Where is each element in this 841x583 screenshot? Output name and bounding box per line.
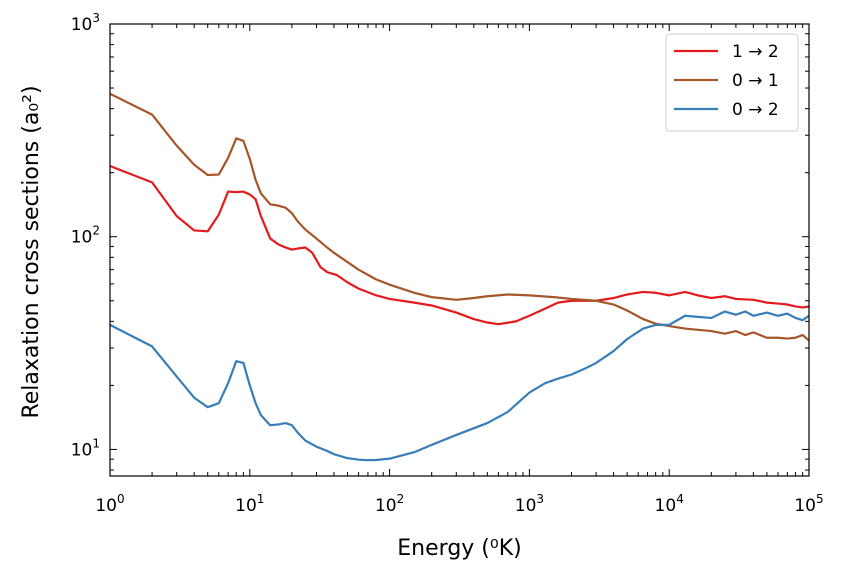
- series-line-1: [110, 164, 809, 326]
- ticks-layer: [109, 23, 810, 476]
- legend-box: [665, 33, 799, 132]
- y-tick-label: 103: [71, 11, 100, 35]
- x-tick-label: 105: [794, 492, 823, 516]
- legend-label-2: 0 → 1: [732, 71, 779, 91]
- tick-labels-layer: 100 101 102 103 104 105 101 102 103: [71, 11, 824, 516]
- series-layer: [110, 92, 809, 462]
- plot-frame: [109, 23, 810, 477]
- series-line-3: [110, 310, 809, 462]
- x-tick-label: 102: [375, 492, 404, 516]
- x-tick-label: 103: [515, 492, 544, 516]
- x-tick-label: 101: [235, 492, 264, 516]
- y-tick-label: 101: [71, 436, 100, 460]
- x-axis-title: Energy (⁰K): [397, 536, 521, 561]
- y-tick-label: 102: [71, 224, 100, 248]
- y-axis-title: Relaxation cross sections (a₀²): [19, 85, 44, 418]
- x-tick-label: 104: [655, 492, 684, 516]
- legend-label-1: 1 → 2: [732, 42, 779, 62]
- legend-label-3: 0 → 2: [732, 100, 779, 120]
- series-line-2: [110, 92, 809, 342]
- x-tick-label: 100: [95, 492, 124, 516]
- legend: 1 → 2 0 → 1 0 → 2: [665, 33, 799, 132]
